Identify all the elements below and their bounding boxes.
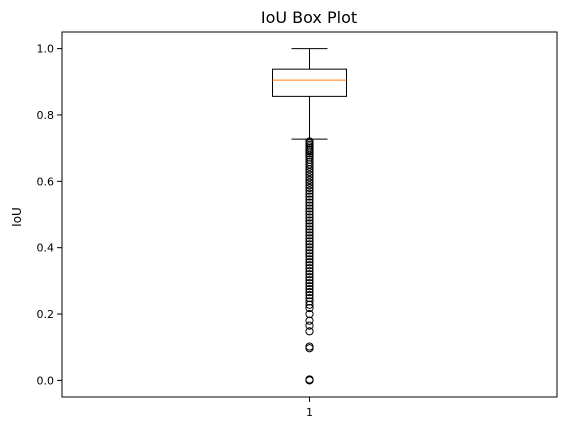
- outlier-point: [305, 186, 314, 195]
- outlier-point: [305, 151, 314, 160]
- outlier-point: [305, 270, 314, 279]
- iqr-box: [272, 68, 347, 97]
- outlier-point: [305, 219, 314, 228]
- outlier-point: [305, 240, 314, 249]
- y-tick-label: 0.6: [37, 175, 55, 188]
- axes-frame: [61, 31, 558, 398]
- outlier-point: [305, 285, 314, 294]
- outlier-point: [305, 376, 314, 385]
- outlier-point: [305, 237, 314, 246]
- plot-area: 0.0 0.2 0.4 0.6 0.8 1.0 1: [37, 31, 558, 419]
- outlier-point: [305, 243, 314, 252]
- outlier-point: [305, 167, 314, 177]
- outlier-point: [305, 216, 314, 225]
- outlier-point: [305, 288, 314, 297]
- y-tick-label: 1.0: [37, 43, 55, 56]
- y-tick-label: 0.4: [37, 242, 55, 255]
- outlier-point: [305, 222, 314, 231]
- outlier-point: [305, 261, 314, 270]
- outlier-point: [305, 225, 314, 234]
- outlier-point: [305, 165, 314, 174]
- outlier-point: [305, 327, 314, 336]
- outlier-point: [305, 246, 314, 255]
- outlier-point: [305, 181, 314, 190]
- outlier-point: [305, 291, 314, 300]
- outlier-point: [305, 195, 314, 204]
- outlier-point: [305, 303, 314, 313]
- outlier-point: [305, 192, 314, 201]
- outlier-point: [305, 273, 314, 282]
- outlier-point: [305, 276, 314, 285]
- outlier-point: [305, 300, 314, 309]
- outlier-point: [305, 201, 314, 210]
- outlier-point: [305, 342, 314, 351]
- outlier-point: [305, 198, 314, 207]
- outlier-point: [305, 316, 314, 325]
- outlier-point: [305, 207, 314, 216]
- outlier-point: [305, 173, 314, 182]
- outlier-point: [305, 228, 314, 237]
- outlier-point: [305, 204, 314, 213]
- x-tick-label: 1: [306, 406, 313, 419]
- outlier-point: [305, 264, 314, 273]
- outlier-point: [305, 282, 314, 291]
- outlier-point: [305, 309, 314, 319]
- outlier-point: [305, 234, 314, 243]
- outlier-point: [305, 249, 314, 258]
- outlier-point: [305, 255, 314, 264]
- outlier-point: [305, 213, 314, 222]
- outlier-point: [305, 175, 314, 185]
- chart-title: IoU Box Plot: [261, 8, 357, 27]
- y-tick-label: 0.2: [37, 308, 55, 321]
- outlier-point: [305, 267, 314, 276]
- outlier-point: [305, 344, 314, 353]
- y-tick-label: 0.0: [37, 374, 55, 387]
- outlier-point: [305, 258, 314, 267]
- outlier-point: [305, 183, 314, 193]
- outlier-point: [305, 321, 314, 330]
- y-axis-label: IoU: [10, 207, 24, 227]
- outlier-point: [305, 210, 314, 219]
- outlier-point: [305, 294, 314, 303]
- outlier-point: [305, 149, 314, 158]
- outlier-point: [305, 279, 314, 288]
- outlier-point: [305, 189, 314, 198]
- outlier-point: [305, 170, 314, 179]
- y-tick-label: 0.8: [37, 109, 55, 122]
- outlier-point: [305, 147, 314, 156]
- outlier-point: [305, 297, 314, 306]
- outlier-point: [305, 162, 314, 171]
- outlier-point: [305, 178, 314, 187]
- outlier-point: [305, 231, 314, 240]
- outlier-point: [305, 252, 314, 261]
